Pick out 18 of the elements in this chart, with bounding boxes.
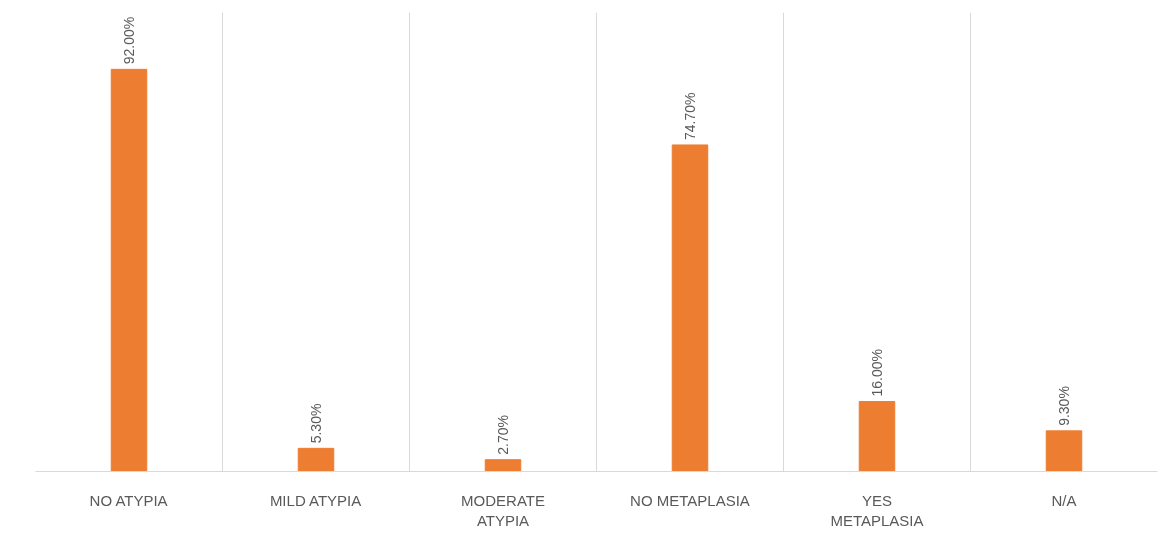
bar [671, 144, 709, 472]
x-tick-label: MILD ATYPIA [269, 491, 362, 509]
bar [484, 459, 522, 472]
data-label: 2.70% [495, 414, 511, 455]
bar [110, 68, 148, 472]
x-tick-label: NO METAPLASIA [630, 491, 750, 509]
data-label: 16.00% [869, 349, 885, 397]
bar [858, 401, 896, 472]
x-tick-label: N/A [1051, 491, 1077, 509]
x-tick-label: YES METAPLASIA [830, 491, 924, 529]
data-label: 92.00% [121, 16, 137, 65]
data-label: 5.30% [308, 403, 324, 444]
data-label: 9.30% [1056, 386, 1072, 426]
data-label: 74.70% [682, 92, 698, 140]
bar [297, 447, 335, 472]
bar [1045, 430, 1083, 472]
x-tick-label: NO ATYPIA [89, 491, 168, 509]
x-tick-label: MODERATE ATYPIA [461, 491, 545, 529]
